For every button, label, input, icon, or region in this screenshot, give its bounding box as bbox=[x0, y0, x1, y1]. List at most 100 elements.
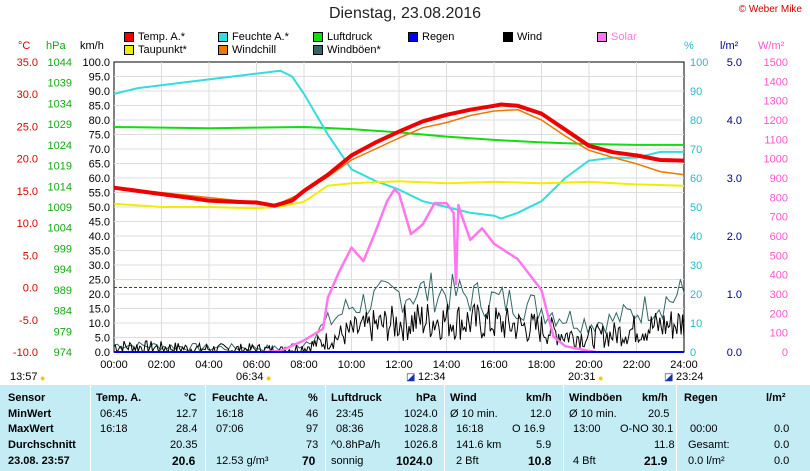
humidity-tick-label: 90 bbox=[690, 86, 702, 98]
solar-tick-label: 1000 bbox=[764, 154, 788, 166]
wind-tick-label: 50.0 bbox=[89, 202, 110, 214]
wind-series-line bbox=[113, 302, 685, 354]
humidity-tick-label: 0 bbox=[690, 347, 696, 359]
time-tick-label: 18:00 bbox=[528, 359, 556, 371]
rain-tick-label: 2.0 bbox=[727, 231, 742, 243]
solar-tick-label: 300 bbox=[770, 289, 788, 301]
column-separator bbox=[205, 385, 206, 471]
header-rain-unit: l/m² bbox=[766, 392, 786, 404]
max-wind-time: 16:18 bbox=[456, 423, 484, 435]
column-separator bbox=[444, 385, 445, 471]
rain-total-label: Gesamt: bbox=[688, 439, 730, 451]
wind-tick-label: 20.0 bbox=[89, 289, 110, 301]
wind-tick-label: 95.0 bbox=[89, 72, 110, 84]
pressure-axis-unit: hPa bbox=[46, 40, 66, 52]
solar-tick-label: 900 bbox=[770, 173, 788, 185]
time-tick-label: 06:00 bbox=[243, 359, 271, 371]
legend-item: Temp. A.* bbox=[124, 31, 185, 44]
stats-table: Sensor Temp. A. °C Feuchte A. % Luftdruc… bbox=[0, 385, 810, 471]
humidity-tick-label: 60 bbox=[690, 173, 702, 185]
avg-pres: 1026.8 bbox=[404, 439, 438, 451]
cur-forecast: sonnig bbox=[331, 455, 364, 467]
min-hum-time: 16:18 bbox=[216, 408, 244, 420]
row-label-max: MaxWert bbox=[8, 423, 54, 435]
wind-tick-label: 45.0 bbox=[89, 217, 110, 229]
wind-tick-label: 5.0 bbox=[95, 333, 110, 345]
header-humidity: Feuchte A. bbox=[212, 392, 268, 404]
sun-icon: ● bbox=[40, 373, 46, 383]
legend-swatch bbox=[313, 45, 323, 55]
cur-gust-bft: 4 Bft bbox=[573, 455, 596, 467]
wind-tick-label: 75.0 bbox=[89, 130, 110, 142]
time-tick-label: 24:00 bbox=[670, 359, 698, 371]
max-rain-time: 00:00 bbox=[690, 423, 718, 435]
legend-item: Feuchte A.* bbox=[218, 31, 289, 44]
min-pres: 1024.0 bbox=[404, 408, 438, 420]
legend-item: Regen bbox=[408, 31, 454, 44]
time-tick-label: 04:00 bbox=[195, 359, 223, 371]
dewpoint-series-line bbox=[113, 180, 685, 210]
row-label-current: 23.08. 23:57 bbox=[8, 455, 70, 467]
time-tick-label: 16:00 bbox=[480, 359, 508, 371]
max-wind: O 16.9 bbox=[512, 423, 546, 435]
avg-hum: 73 bbox=[306, 439, 319, 451]
noon-icon: ◪ bbox=[406, 372, 416, 383]
rain-tick-label: 5.0 bbox=[727, 57, 742, 69]
legend-item: Solar bbox=[597, 31, 637, 44]
solar-tick-label: 800 bbox=[770, 192, 788, 204]
row-label-avg: Durchschnitt bbox=[8, 439, 76, 451]
moon-label: 23:24 bbox=[676, 371, 704, 383]
cur-wind: 10.8 bbox=[528, 454, 552, 468]
wind-tick-label: 30.0 bbox=[89, 260, 110, 272]
humidity-axis-unit: % bbox=[684, 40, 694, 52]
min-wind: 12.0 bbox=[530, 408, 552, 420]
rain-tick-label: 3.0 bbox=[727, 173, 742, 185]
temp-tick-label: 35.0 bbox=[17, 57, 38, 69]
avg-temp: 20.35 bbox=[170, 439, 198, 451]
solar-tick-label: 400 bbox=[770, 270, 788, 282]
solar-axis-unit: W/m² bbox=[758, 40, 785, 52]
sunrise-label: 06:34 bbox=[236, 371, 264, 383]
cur-pres: 1024.0 bbox=[396, 454, 433, 468]
cur-temp: 20.6 bbox=[172, 454, 196, 468]
rain-axis-unit: l/m² bbox=[720, 40, 739, 52]
time-tick-label: 02:00 bbox=[148, 359, 176, 371]
pressure-tick-label: 989 bbox=[54, 285, 72, 297]
time-tick-label: 10:00 bbox=[338, 359, 366, 371]
cur-hum: 70 bbox=[302, 454, 316, 468]
left-time-label: 13:57 bbox=[10, 371, 38, 383]
pressure-tick-label: 1014 bbox=[48, 181, 72, 193]
cur-rain-rate: 0.0 l/m² bbox=[688, 455, 725, 467]
max-pres: 1028.8 bbox=[404, 423, 438, 435]
wind-tick-label: 85.0 bbox=[89, 101, 110, 113]
pressure-series-line bbox=[113, 126, 684, 146]
humidity-tick-label: 20 bbox=[690, 289, 702, 301]
pressure-tick-label: 1004 bbox=[48, 223, 72, 235]
min-pres-time: 23:45 bbox=[336, 408, 364, 420]
temp-tick-label: 0.0 bbox=[23, 283, 38, 295]
temp-tick-label: 25.0 bbox=[17, 121, 38, 133]
wind-tick-label: 35.0 bbox=[89, 246, 110, 258]
rain-tick-label: 1.0 bbox=[727, 289, 742, 301]
cur-wind-bft: 2 Bft bbox=[456, 455, 479, 467]
min-wind-label: Ø 10 min. bbox=[450, 408, 498, 420]
temp-tick-label: 15.0 bbox=[17, 186, 38, 198]
temp-tick-label: 5.0 bbox=[23, 250, 38, 262]
wind-tick-label: 0.0 bbox=[95, 347, 110, 359]
solar-tick-label: 1200 bbox=[764, 115, 788, 127]
legend-swatch bbox=[408, 32, 418, 42]
column-separator bbox=[90, 385, 91, 471]
header-pressure-unit: hPa bbox=[416, 392, 437, 404]
solar-tick-label: 100 bbox=[770, 328, 788, 340]
wind-tick-label: 25.0 bbox=[89, 275, 110, 287]
header-wind: Wind bbox=[450, 392, 477, 404]
humidity-tick-label: 50 bbox=[690, 202, 702, 214]
wind-tick-label: 90.0 bbox=[89, 86, 110, 98]
legend-swatch bbox=[313, 32, 323, 42]
header-gust-unit: km/h bbox=[642, 392, 668, 404]
avg-gust: 11.8 bbox=[654, 439, 675, 451]
header-gust: Windböen bbox=[569, 392, 623, 404]
cur-rain: 0.0 bbox=[774, 455, 790, 467]
temp-tick-label: 30.0 bbox=[17, 89, 38, 101]
legend-swatch bbox=[218, 32, 228, 42]
